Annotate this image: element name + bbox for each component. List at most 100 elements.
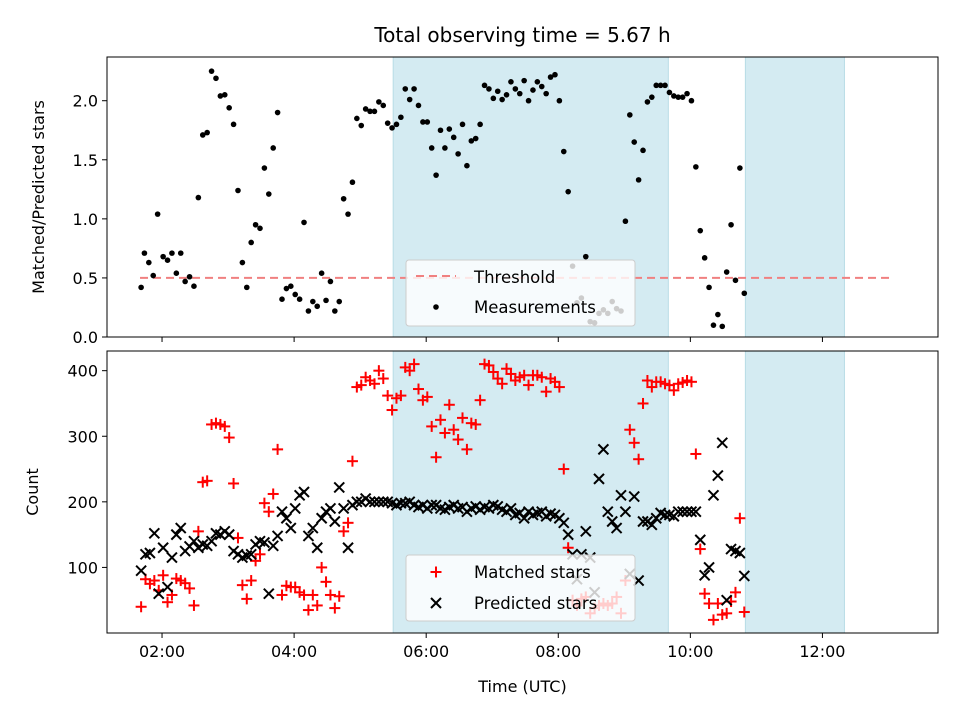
predicted-star-point [602,505,614,518]
matched-star-point [201,475,213,487]
measurement-point [354,115,360,122]
measurement-point [534,79,541,85]
measurement-point [154,211,161,217]
matched-star-point [668,384,680,396]
measurement-point [376,99,382,105]
matched-star-point [540,386,552,398]
predicted-star-point [157,542,169,554]
measurement-point [627,112,633,118]
measurement-point [481,82,488,89]
measurement-point [662,82,668,89]
measurement-point [622,218,629,225]
legend-predicted-label: Predicted stars [474,594,597,613]
predicted-star-point [289,502,301,515]
matched-star-point [135,601,147,613]
matched-star-point [311,599,323,611]
measurement-point [323,297,329,304]
legend-matched-swatch [430,566,442,578]
matched-star-point [729,586,741,598]
predicted-star-point [698,569,711,581]
predicted-star-point [205,535,218,547]
matched-star-point [641,375,653,387]
matched-star-point [435,414,447,426]
matched-star-point [192,525,204,537]
measurement-point [490,95,497,102]
bottom-y-axis-label: Count [23,468,42,516]
matched-star-point [148,575,160,587]
matched-star-point [412,383,424,395]
matched-star-point [250,555,262,567]
legend-plus-marker [430,566,442,578]
y-tick-label: 100 [67,558,98,577]
matched-star-point [633,453,645,465]
matched-star-point [338,525,350,537]
measurement-point [640,147,646,154]
predicted-star-point [175,522,187,534]
measurement-point [477,121,483,128]
predicted-star-point [302,530,315,542]
predicted-star-point [425,499,438,511]
measurement-point [644,99,651,105]
measurement-point [530,87,536,93]
measurement-point [367,108,373,115]
measurement-point [217,93,224,99]
matched-star-point [245,575,257,587]
measurement-point [521,77,527,84]
highlight-band-2 [744,350,845,634]
measurement-point [552,71,558,78]
predicted-star-point [703,561,715,574]
measurement-point [455,151,461,157]
measurement-point [336,298,343,305]
legend-x-marker [430,597,442,609]
predicted-star-point [685,505,698,518]
matched-star-point [267,488,279,500]
matched-star-point [263,506,275,518]
measurement-point [345,211,351,217]
measurement-point [666,89,673,96]
x-axis-label: Time (UTC) [477,677,566,696]
measurement-point [261,165,268,171]
predicted-star-point [580,525,592,538]
bottom-x-ticks: 02:00 04:00 06:00 08:00 10:00 12:00 [139,633,845,661]
matched-star-point [219,420,231,432]
predicted-stars-points [135,437,750,606]
measurement-point [723,269,730,275]
measurement-point [472,135,479,142]
measurement-point [186,273,193,280]
predicted-star-point [351,496,363,508]
predicted-star-point [628,490,640,503]
highlight-band-2 [744,56,845,338]
measurement-point [274,109,281,116]
measurement-point [565,188,571,195]
top-y-axis-label: Matched/Predicted stars [29,100,48,294]
matched-star-point [316,561,328,573]
measurement-point [150,272,157,279]
predicted-star-point [263,587,275,600]
measurement-point [327,278,334,285]
predicted-star-point [734,547,746,559]
matched-star-point [333,590,345,602]
matched-star-point [699,588,711,600]
measurement-point [182,278,188,285]
measurement-point [543,90,549,97]
predicted-star-point [342,542,354,554]
predicted-star-point [716,437,728,449]
measurement-point [235,187,241,194]
measurement-point [486,86,492,92]
y-tick-label: 0.0 [73,328,98,347]
measurement-point [450,134,457,141]
measurement-point [177,250,184,256]
matched-star-point [228,477,240,489]
matched-star-point [496,378,508,390]
measurement-point [310,298,316,305]
measurement-point [675,94,682,100]
matched-star-point [685,376,697,388]
measurement-point [635,177,642,183]
measurement-point [649,94,655,100]
predicted-star-point [161,581,174,593]
matched-star-point [324,589,336,601]
measurement-point [560,148,567,155]
matched-star-point [624,424,636,436]
top-subplot: 0.0 0.5 1.0 1.5 2.0 Total observing time = 5… [29,23,939,347]
predicted-star-point [373,496,385,508]
